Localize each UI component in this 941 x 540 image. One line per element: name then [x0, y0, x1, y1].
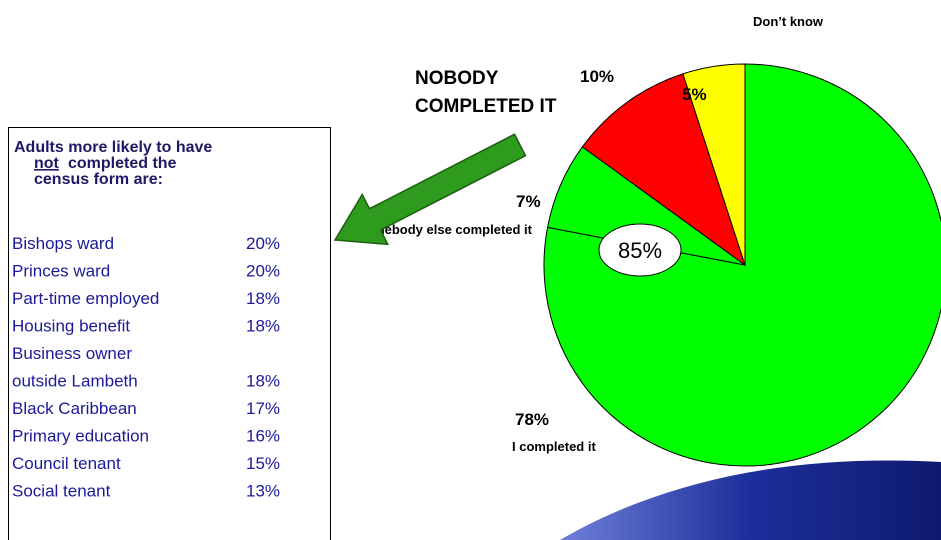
row-value: 18% — [246, 372, 280, 391]
row-label: Housing benefit — [12, 317, 130, 336]
row-label: Business owner — [12, 344, 132, 363]
label-line: Don’t know — [753, 14, 824, 29]
row-label: Primary education — [12, 427, 149, 446]
row-label: Bishops ward — [12, 234, 114, 253]
box-heading: completed the — [68, 155, 177, 172]
row-label: Black Caribbean — [12, 399, 137, 418]
label-line: Somebody else completed it — [356, 222, 532, 237]
slice-value-label: 5% — [682, 85, 707, 104]
row-value: 18% — [246, 289, 280, 308]
box-heading: Adults more likely to have — [14, 139, 212, 156]
row-label: Princes ward — [12, 262, 110, 281]
row-label: Part-time employed — [12, 289, 159, 308]
row-value: 17% — [246, 399, 280, 418]
pie-slice — [581, 73, 746, 267]
info-box — [8, 127, 331, 540]
row-value: 20% — [246, 234, 280, 253]
slice-name-label: I completed it — [512, 439, 596, 454]
row-label: outside Lambeth — [12, 372, 138, 391]
slice-name-label: Don’t know — [753, 14, 824, 29]
box-heading-underlined: not — [34, 155, 60, 172]
slice-name-label: NOBODY COMPLETED IT — [415, 68, 557, 117]
box-heading: census form are: — [34, 171, 163, 188]
row-label: Council tenant — [12, 454, 121, 473]
slice-value-label: 10% — [580, 67, 614, 86]
row-value: 16% — [246, 427, 280, 446]
row-value: 20% — [246, 262, 280, 281]
row-value: 13% — [246, 482, 280, 501]
label-line: COMPLETED IT — [415, 96, 557, 117]
slice-name-label: Somebody else completed it — [356, 222, 532, 237]
slice-value-label: 78% — [515, 410, 549, 429]
row-value: 15% — [246, 454, 280, 473]
row-label: Social tenant — [12, 482, 111, 501]
pie-chart: 78% I completed it 7% Somebody else complet… — [356, 14, 941, 467]
slice-value-label: 7% — [516, 192, 541, 211]
combined-label: 85% — [618, 238, 662, 263]
pie-slice — [682, 63, 746, 266]
arrow — [333, 133, 527, 246]
label-line: I completed it — [512, 439, 596, 454]
label-line: NOBODY — [415, 68, 499, 89]
decor-swoosh — [560, 460, 941, 540]
row-value: 18% — [246, 317, 280, 336]
combined-badge — [598, 223, 682, 277]
